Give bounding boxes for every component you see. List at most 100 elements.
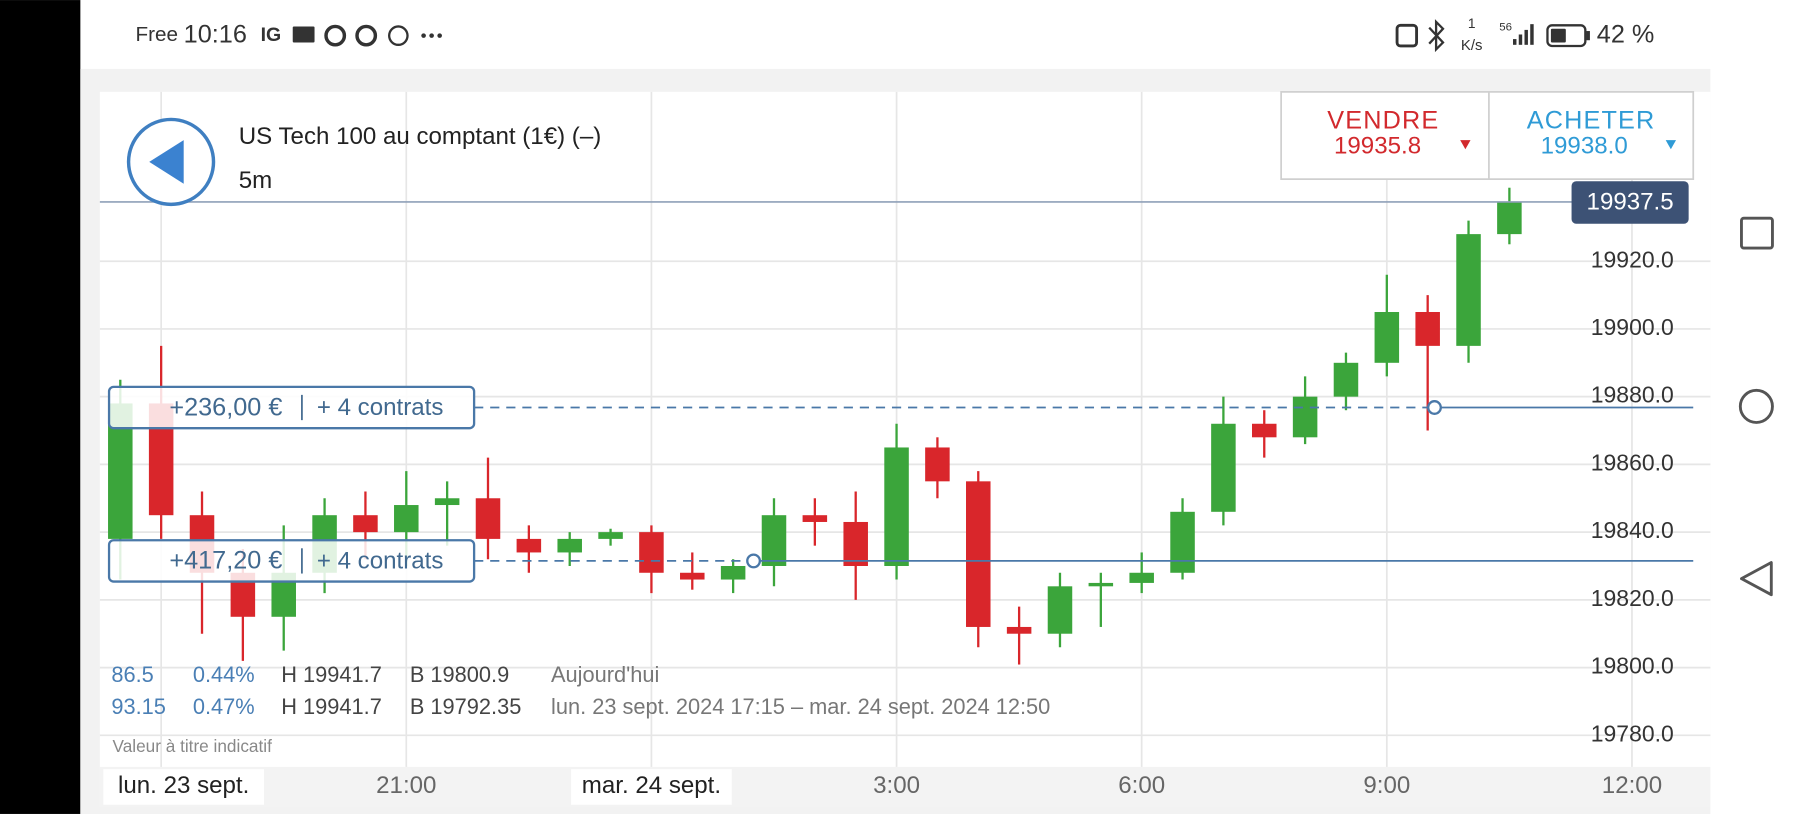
battery-icon	[1546, 24, 1587, 48]
stat-period: Aujourd'hui	[551, 662, 659, 687]
stat-low: B 19800.9	[410, 662, 509, 687]
stat-change-pct: 0.44%	[193, 662, 255, 687]
signal-bar	[1524, 29, 1528, 45]
date-label-box	[103, 769, 265, 805]
y-tick-label: 19860.0	[1591, 449, 1674, 475]
position-entry	[1427, 400, 1442, 415]
y-tick-label: 19900.0	[1591, 314, 1674, 340]
candle-body	[1292, 396, 1318, 438]
back-arrow	[149, 140, 184, 184]
position-pnl: +236,00 €	[169, 393, 282, 421]
battery-percent: 42 %	[1597, 20, 1655, 48]
sell-price: 19935.8	[1334, 132, 1421, 159]
trade-box	[1280, 91, 1695, 180]
y-tick-label: 19920.0	[1591, 246, 1674, 272]
position-pnl: +417,20 €	[169, 547, 282, 575]
sell-button[interactable]: VENDRE 19935.8	[1327, 106, 1471, 159]
nfc-icon	[1395, 23, 1419, 48]
candle-body	[720, 565, 746, 580]
speed-value: 1	[1468, 16, 1476, 31]
candle-body	[884, 447, 909, 566]
x-tick-label: lun. 23 sept.	[118, 772, 249, 799]
sell-label: VENDRE	[1327, 106, 1439, 134]
stat-change: 86.5	[111, 662, 153, 687]
candles	[108, 187, 1522, 665]
y-tick-label: 19840.0	[1591, 517, 1674, 543]
candle-body	[353, 515, 378, 533]
candle-body	[843, 521, 868, 566]
clock: 10:16	[184, 20, 247, 48]
status-bar: Free 10:16 IG 1 K/s 56 42 %	[135, 16, 1654, 54]
candle-body	[394, 505, 419, 533]
home-button[interactable]	[1738, 388, 1774, 424]
candle-body	[1170, 511, 1195, 573]
nav-bar	[1710, 0, 1800, 814]
signal-bar	[1513, 39, 1517, 45]
battery-tip	[1586, 31, 1590, 41]
candle-body	[1129, 572, 1154, 583]
position-label-box[interactable]	[107, 385, 476, 430]
stat-change: 93.15	[111, 694, 166, 719]
candle-body	[557, 538, 582, 553]
instrument-title: US Tech 100 au comptant (1€) (–)	[239, 123, 602, 150]
position-contracts: + 4 contrats	[317, 547, 444, 574]
interval[interactable]: 5m	[239, 167, 272, 194]
y-tick-label: 19800.0	[1591, 653, 1674, 679]
signal-bar	[1530, 24, 1534, 45]
x-tick-label: 3:00	[873, 772, 920, 799]
trade-panel: VENDRE 19935.8 ACHETER 19938.0	[1280, 91, 1695, 180]
stat-period: lun. 23 sept. 2024 17:15 – mar. 24 sept.…	[551, 694, 1050, 719]
network-type: 56	[1499, 22, 1512, 34]
candle-body	[1211, 423, 1236, 512]
chrome-icon	[324, 24, 347, 47]
candle-body	[516, 538, 542, 553]
app-icon-fan	[388, 25, 409, 46]
position-label-box[interactable]	[107, 539, 476, 583]
x-tick-label: 12:00	[1602, 772, 1662, 799]
stat-change-pct: 0.47%	[193, 694, 255, 719]
x-tick-label: 21:00	[376, 772, 436, 799]
candle-body	[475, 498, 501, 539]
stat-high: H 19941.7	[281, 694, 382, 719]
position-contracts: + 4 contrats	[317, 394, 444, 421]
bluetooth-icon	[1428, 19, 1445, 53]
buy-label: ACHETER	[1527, 106, 1656, 134]
candle-body	[1088, 582, 1114, 587]
candle-body	[1006, 626, 1032, 634]
speed-unit: K/s	[1461, 37, 1483, 54]
disclaimer: Valeur à titre indicatif	[113, 736, 273, 756]
mail-icon	[292, 26, 315, 43]
more-dot	[437, 33, 442, 38]
last-price-label: 19937.5	[1587, 188, 1674, 215]
header: US Tech 100 au comptant (1€) (–) 5m	[126, 117, 602, 207]
candle-body	[1415, 312, 1440, 346]
left-edge	[0, 0, 81, 814]
signal-bar	[1518, 34, 1523, 45]
recent-apps-button[interactable]	[1740, 216, 1774, 250]
chrome-icon	[355, 24, 378, 47]
candle-body	[1374, 312, 1400, 363]
candle-body	[598, 532, 623, 539]
position-entry	[746, 553, 762, 569]
y-tick-label: 19880.0	[1591, 382, 1674, 408]
carrier: Free	[135, 23, 177, 46]
battery-level	[1550, 28, 1566, 43]
candle-body	[1251, 423, 1277, 438]
candle-body	[434, 498, 460, 506]
sell-arrow	[1460, 140, 1471, 150]
buy-arrow	[1665, 140, 1677, 150]
candle-body	[639, 532, 664, 573]
candle-body	[1497, 201, 1522, 235]
candle-body	[1333, 362, 1359, 397]
buy-button[interactable]: ACHETER 19938.0	[1527, 106, 1677, 159]
x-axis-strip	[99, 766, 1711, 808]
candle-body	[1456, 234, 1481, 346]
candle-body	[1047, 586, 1073, 634]
back-nav-button[interactable]	[1740, 561, 1773, 597]
last-price-box	[1571, 181, 1689, 224]
stat-high: H 19941.7	[281, 662, 382, 687]
candle-body	[761, 515, 787, 566]
y-tick-label: 19820.0	[1591, 585, 1674, 611]
